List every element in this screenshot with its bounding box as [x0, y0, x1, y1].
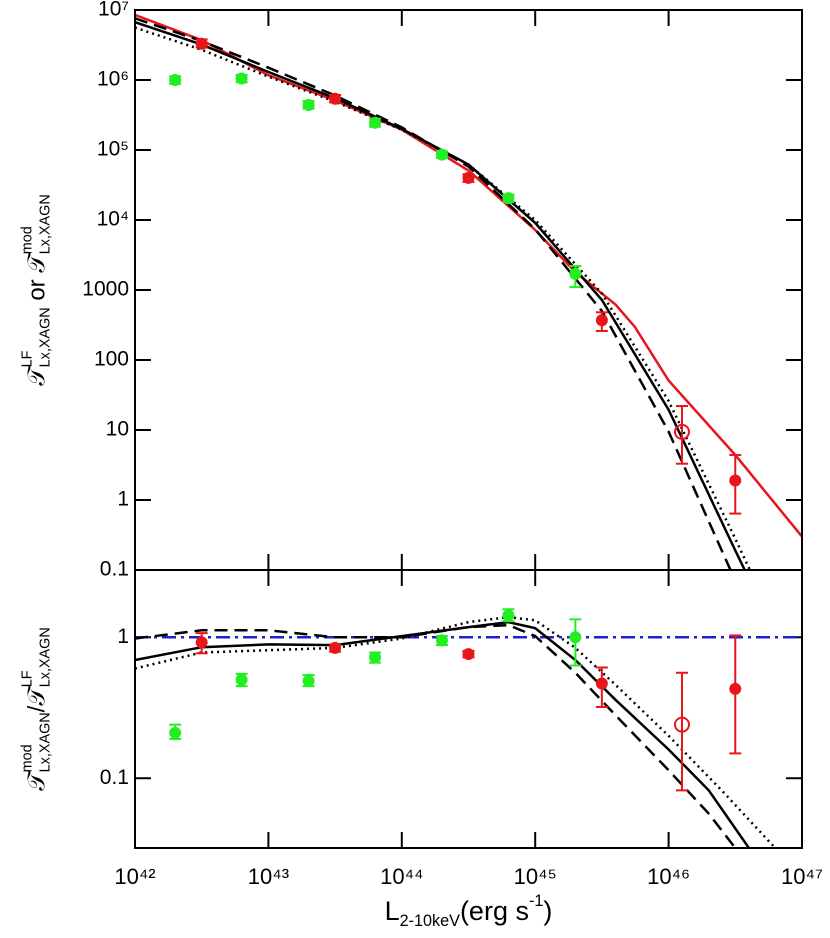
curve — [135, 620, 750, 848]
data-point — [329, 92, 342, 105]
axis-label-part: Lx,XAGN — [37, 627, 53, 687]
x-tick-label: 10⁴² — [114, 864, 155, 889]
y-tick-label: 1 — [117, 488, 129, 511]
curve — [135, 17, 732, 570]
y-tick-label: 10⁵ — [97, 138, 129, 161]
axis-label-part: L — [385, 896, 400, 926]
axis-label-part: (erg s — [460, 896, 529, 926]
axis-label-part: 𝒯 — [23, 684, 50, 706]
curve — [135, 21, 747, 570]
axis-label-part: Lx,XAGN — [37, 712, 53, 772]
axis-label-part: / — [23, 705, 50, 712]
curve — [135, 615, 777, 848]
y-tick-label: 10⁷ — [98, 0, 129, 21]
axis-label-part: LF — [20, 670, 36, 687]
data-point — [302, 674, 315, 687]
axes-frame — [134, 9, 803, 849]
curve — [135, 623, 737, 848]
data-point — [462, 171, 475, 184]
axis-label-part: mod — [20, 226, 36, 254]
data-point — [595, 677, 608, 690]
data-point — [235, 72, 248, 85]
axis-label-part: 2-10keV — [400, 912, 460, 930]
axis-label-part: LF — [20, 350, 36, 367]
x-tick-label: 10⁴⁶ — [647, 864, 690, 889]
data-point — [673, 423, 690, 440]
data-point — [502, 609, 515, 622]
data-point — [595, 314, 608, 327]
data-point — [569, 631, 582, 644]
data-point — [502, 192, 515, 205]
data-point — [169, 726, 182, 739]
y-tick-label: 10⁴ — [97, 208, 129, 231]
data-point — [235, 673, 248, 686]
x-tick-label: 10⁴⁷ — [781, 864, 823, 889]
axis-label-part: Lx,XAGN — [37, 194, 53, 254]
axis-label-part: ) — [543, 896, 552, 926]
data-point — [673, 716, 690, 733]
axis-label-part: or — [23, 273, 50, 308]
data-point — [569, 267, 582, 280]
y-tick-label: 100 — [94, 348, 129, 371]
plot-area — [135, 608, 802, 848]
x-tick-label: 10⁴⁴ — [380, 864, 423, 889]
curve — [135, 13, 802, 538]
data-point — [435, 148, 448, 161]
axis-label-part: 𝒯 — [23, 251, 50, 273]
data-point — [195, 636, 208, 649]
axis-label-text: L 2-10keV (erg s -1) — [385, 892, 553, 930]
y-tick-label: 0.1 — [100, 558, 129, 581]
data-point — [369, 651, 382, 664]
data-point — [729, 474, 742, 487]
y-tick-label: 0.1 — [100, 766, 129, 789]
axis-label-part: Lx,XAGN — [37, 307, 53, 367]
data-point — [169, 74, 182, 86]
axis-label-part: mod — [20, 744, 36, 772]
data-point — [729, 682, 742, 695]
y-tick-label: 10 — [106, 418, 129, 441]
curve — [135, 26, 752, 570]
axis-label-part: -1 — [529, 892, 543, 910]
x-tick-label: 10⁴⁵ — [514, 864, 557, 889]
data-point — [369, 116, 382, 129]
x-tick-label: 10⁴³ — [248, 864, 289, 889]
y-tick-label: 1 — [117, 625, 129, 648]
axis-label-part: 𝒯 — [23, 769, 50, 791]
data-point — [329, 641, 342, 654]
data-point — [462, 648, 475, 661]
y-tick-label: 10⁶ — [97, 68, 129, 91]
axis-label-part: 𝒯 — [23, 364, 50, 386]
axis-label: L 2-10keV (erg s -1) — [385, 892, 553, 930]
data-point — [435, 634, 448, 647]
data-point — [302, 98, 315, 111]
y-tick-label: 1000 — [82, 278, 129, 301]
plot-area — [135, 13, 802, 570]
data-point — [195, 37, 208, 50]
